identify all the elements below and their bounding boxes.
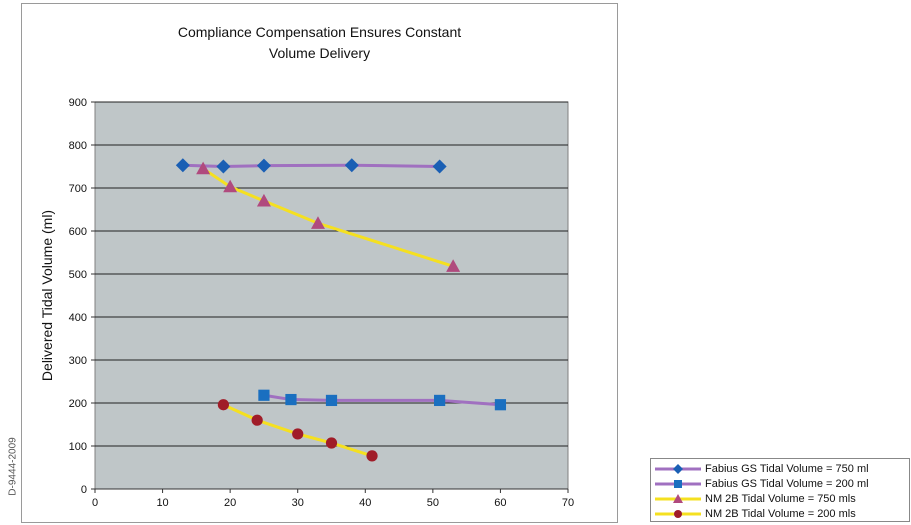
y-axis-label: Delivered Tidal Volume (ml)	[39, 210, 55, 381]
data-point-diamond	[344, 158, 359, 173]
data-point-diamond	[432, 159, 447, 174]
x-tick-label: 0	[92, 497, 98, 509]
data-point-diamond	[175, 158, 190, 173]
data-point-diamond	[216, 159, 231, 174]
y-tick-label: 100	[69, 441, 87, 453]
data-point-square	[258, 389, 270, 401]
series-3	[196, 161, 461, 272]
y-tick-label: 700	[69, 183, 87, 195]
legend-item: Fabius GS Tidal Volume = 750 ml	[653, 461, 909, 476]
y-tick-label: 800	[69, 140, 87, 152]
legend-label: NM 2B Tidal Volume = 200 mls	[705, 507, 856, 520]
legend-swatch-marker	[674, 509, 682, 518]
data-point-circle	[292, 428, 304, 440]
x-tick-label: 20	[224, 497, 236, 509]
legend-swatch-marker	[673, 493, 683, 503]
data-point-circle	[251, 414, 263, 426]
legend-swatch-marker	[673, 463, 683, 474]
x-tick-label: 10	[156, 497, 168, 509]
data-point-triangle	[196, 161, 211, 175]
legend-swatch-marker	[674, 479, 682, 488]
data-point-square	[494, 399, 507, 411]
data-point-circle	[325, 437, 338, 449]
x-tick-label: 50	[427, 497, 439, 509]
chart-legend: Fabius GS Tidal Volume = 750 ml Fabius GS…	[650, 458, 910, 522]
chart-title-line-1: Compliance Compensation Ensures Constant	[177, 24, 462, 40]
x-tick-label: 60	[494, 497, 506, 509]
data-point-triangle	[446, 259, 461, 272]
data-point-square	[285, 393, 297, 406]
legend-item: Fabius GS Tidal Volume = 200 ml	[653, 476, 909, 491]
y-tick-label: 900	[69, 97, 87, 109]
data-point-circle	[217, 399, 229, 411]
plot-area	[94, 101, 569, 490]
chart-title-line-2: Volume Delivery	[268, 45, 371, 61]
legend-label: NM 2B Tidal Volume = 750 mls	[705, 492, 856, 505]
x-tick-label: 40	[359, 497, 371, 509]
data-point-square	[325, 394, 338, 407]
series-2	[258, 389, 507, 411]
data-point-square	[434, 394, 446, 407]
y-tick-label: 400	[69, 312, 87, 324]
y-tick-label: 0	[81, 484, 87, 496]
y-tick-label: 500	[69, 269, 87, 281]
data-point-triangle	[223, 179, 238, 193]
y-tick-label: 600	[69, 226, 87, 238]
legend-item: NM 2B Tidal Volume = 200 mls	[653, 506, 909, 521]
chart-title: Compliance Compensation Ensures Constant…	[21, 22, 618, 64]
data-point-triangle	[256, 193, 271, 207]
series-4	[217, 399, 378, 462]
data-point-triangle	[310, 216, 325, 229]
legend-swatch	[655, 463, 701, 474]
figure-code: D-9444-2009	[7, 437, 19, 496]
y-tick-label: 200	[69, 398, 87, 410]
y-tick-label: 300	[69, 355, 87, 367]
data-point-diamond	[256, 158, 271, 173]
legend-item: NM 2B Tidal Volume = 750 mls	[653, 491, 909, 506]
legend-swatch	[655, 479, 701, 488]
legend-label: Fabius GS Tidal Volume = 750 ml	[705, 462, 869, 475]
legend-swatch	[655, 493, 701, 503]
series-1	[175, 158, 447, 174]
legend-label: Fabius GS Tidal Volume = 200 ml	[705, 477, 869, 490]
x-tick-label: 70	[562, 497, 574, 509]
x-tick-label: 30	[292, 497, 304, 509]
legend-swatch	[655, 509, 701, 518]
data-point-circle	[366, 450, 378, 462]
